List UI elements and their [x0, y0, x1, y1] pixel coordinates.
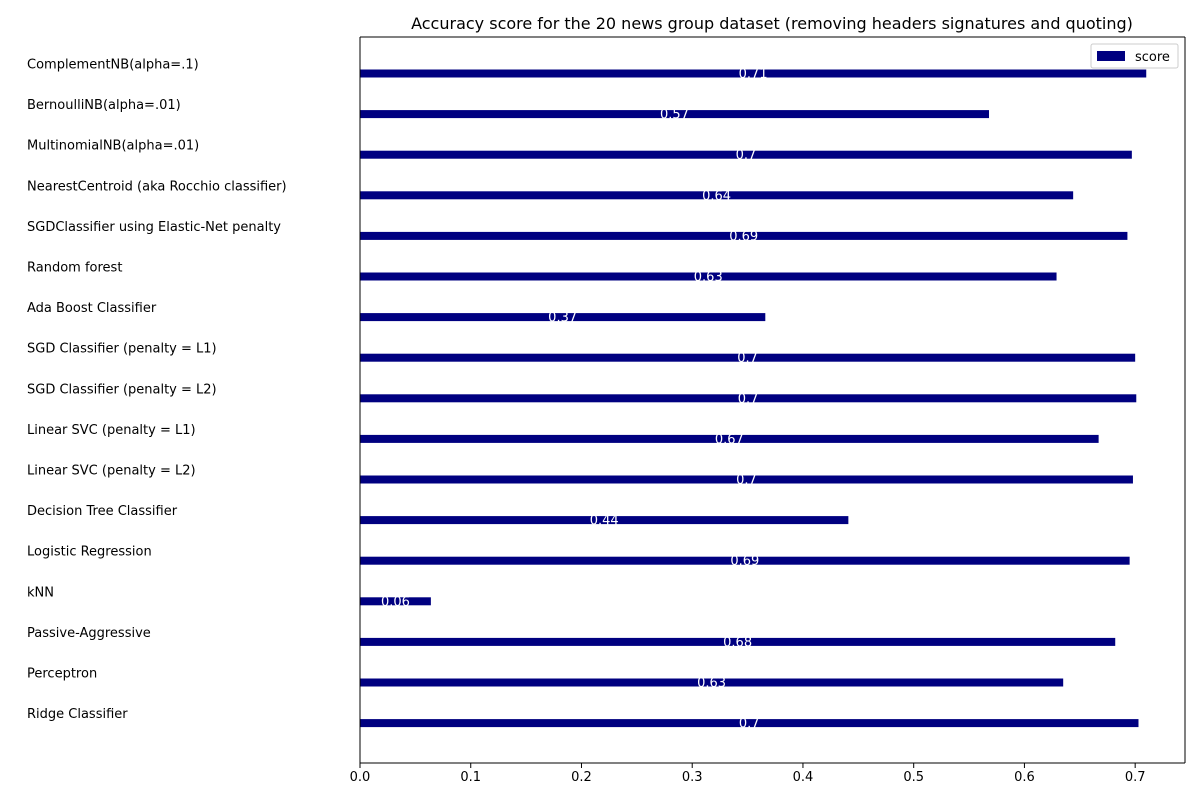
bar — [360, 110, 989, 119]
bar-value-label: 0.71 — [739, 67, 768, 82]
bar-value-label: 0.44 — [590, 514, 619, 529]
bar — [360, 394, 1137, 403]
bar-value-label: 0.69 — [730, 554, 759, 569]
bar — [360, 637, 1116, 646]
category-label: SGD Classifier (penalty = L2) — [27, 382, 217, 397]
bar-value-label: 0.69 — [729, 229, 758, 244]
chart-title: Accuracy score for the 20 news group dat… — [411, 14, 1133, 33]
bar-value-label: 0.7 — [736, 148, 757, 163]
x-tick-label: 0.5 — [903, 770, 924, 785]
legend-swatch — [1097, 51, 1125, 61]
bar-value-label: 0.67 — [715, 432, 744, 447]
x-tick-label: 0.4 — [793, 770, 814, 785]
category-label: NearestCentroid (aka Rocchio classifier) — [27, 179, 287, 194]
bar-value-label: 0.7 — [736, 473, 757, 488]
bar — [360, 434, 1099, 443]
category-label: Perceptron — [27, 667, 97, 682]
bar-value-label: 0.7 — [739, 717, 760, 732]
category-label: BernoulliNB(alpha=.01) — [27, 98, 181, 113]
category-labels: ComplementNB(alpha=.1) BernoulliNB(alpha=… — [27, 58, 287, 723]
bar-value-label: 0.68 — [723, 635, 752, 650]
category-label: Ridge Classifier — [27, 707, 128, 722]
bar — [360, 353, 1136, 362]
bar-value-label: 0.63 — [697, 676, 726, 691]
category-label: Passive-Aggressive — [27, 626, 151, 641]
category-label: Decision Tree Classifier — [27, 504, 178, 519]
bar — [360, 556, 1130, 565]
bar — [360, 69, 1147, 78]
bar-value-label: 0.64 — [702, 189, 731, 204]
category-label: ComplementNB(alpha=.1) — [27, 58, 199, 73]
bar-value-label: 0.57 — [660, 108, 689, 123]
category-label: Logistic Regression — [27, 545, 152, 560]
bar — [360, 597, 431, 606]
bar — [360, 191, 1074, 200]
category-label: SGD Classifier (penalty = L1) — [27, 342, 217, 357]
x-tick-label: 0.1 — [460, 770, 481, 785]
legend-box — [1090, 43, 1179, 69]
axes: 0.0 0.1 0.2 0.3 0.4 0.5 0.6 0.7 — [350, 36, 1186, 785]
bar-value-label: 0.37 — [548, 311, 577, 326]
legend: score — [1090, 43, 1179, 69]
x-tick-label: 0.0 — [350, 770, 371, 785]
category-label: kNN — [27, 585, 54, 600]
x-tick-label: 0.2 — [571, 770, 592, 785]
category-label: Ada Boost Classifier — [27, 301, 157, 316]
category-label: MultinomialNB(alpha=.01) — [27, 139, 199, 154]
bar — [360, 231, 1128, 240]
bars-layer: 0.71 0.57 0.7 0.64 0.69 0.63 0.37 0.7 0.7 0.67 0.7… — [359, 60, 1147, 732]
bar — [360, 150, 1132, 159]
bar — [360, 678, 1064, 687]
bar — [360, 272, 1057, 281]
category-label: Linear SVC (penalty = L2) — [27, 464, 196, 479]
bar-value-label: 0.06 — [381, 595, 410, 610]
bar — [360, 313, 766, 322]
bar-value-label: 0.7 — [737, 351, 758, 366]
bar — [360, 516, 849, 525]
category-label: Random forest — [27, 261, 122, 276]
bar-value-label: 0.7 — [738, 392, 759, 407]
x-tick-label: 0.6 — [1014, 770, 1035, 785]
category-label: SGDClassifier using Elastic-Net penalty — [27, 220, 281, 235]
bar — [360, 719, 1139, 728]
x-tick-label: 0.7 — [1125, 770, 1146, 785]
x-tick-label: 0.3 — [682, 770, 703, 785]
legend-entry-score: score — [1135, 50, 1170, 65]
bar-value-label: 0.63 — [694, 270, 723, 285]
category-label: Linear SVC (penalty = L1) — [27, 423, 196, 438]
bar — [360, 475, 1133, 484]
